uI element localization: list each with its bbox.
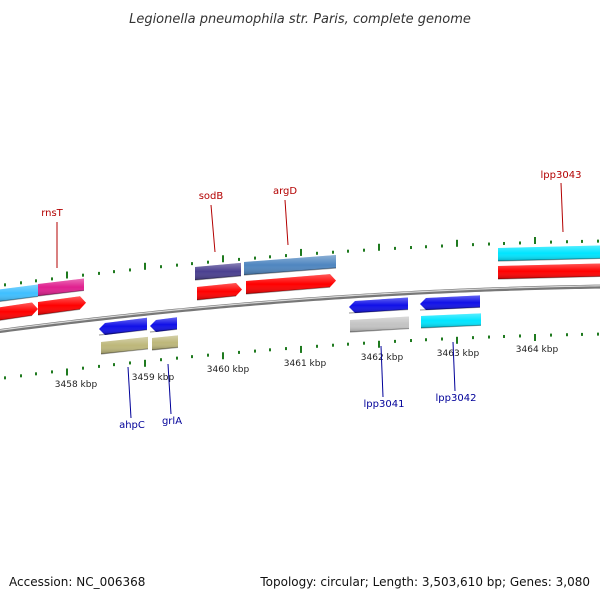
cds-arrow-red-shade: [0, 302, 38, 321]
feature-block-cyan-shade: [421, 313, 481, 328]
cds-arrow-red-shade: [246, 274, 336, 294]
feature-block-khaki-shade: [101, 336, 148, 354]
cds-arrow-red-edge: [196, 295, 237, 301]
cds-arrow-blue-edge: [419, 306, 481, 311]
gene-label-lpp3042: lpp3042: [436, 393, 477, 404]
leader-line-sodB: [210, 204, 216, 253]
feature-block-khaki-shade: [152, 335, 178, 350]
feature-block-lpp3043-top-edge: [497, 257, 600, 262]
feature-block-grey-edge: [349, 327, 410, 333]
feature-block-argd-top-shade: [244, 255, 336, 275]
leader-line-ahpC: [127, 366, 132, 419]
cds-arrow-red-shade: [498, 263, 600, 279]
gene-label-rnsT: rnsT: [41, 208, 63, 219]
feature-block-cyan-edge: [420, 324, 482, 329]
feature-block-sky-edge: [0, 295, 39, 302]
feature-block-argd-top-edge: [243, 267, 337, 276]
genome-backbone: [0, 284, 600, 334]
inner-tick-track: [4, 332, 599, 380]
gene-label-lpp3041: lpp3041: [364, 399, 405, 410]
scale-label: 3464 kbp: [516, 345, 559, 355]
scale-labels: 3458 kbp 3459 kbp 3460 kbp 3461 kbp 3462 kbp…: [55, 345, 559, 390]
gene-label-argD: argD: [273, 186, 297, 197]
feature-block-magenta-edge: [37, 289, 85, 297]
leader-line-argD: [284, 199, 289, 246]
cds-arrow-red-edge: [0, 314, 33, 321]
scale-label: 3463 kbp: [437, 349, 480, 359]
feature-block-khaki-edge: [100, 348, 149, 355]
scale-label: 3461 kbp: [284, 359, 327, 369]
feature-block-sodb-top-shade: [195, 262, 241, 280]
cds-arrow-blue-shade: [420, 295, 480, 310]
scale-label: 3462 kbp: [361, 353, 404, 363]
feature-track: [0, 245, 600, 355]
gene-label-sodB: sodB: [199, 191, 224, 202]
cds-arrow-red-shade: [38, 296, 86, 315]
cds-arrow-red-edge: [245, 286, 331, 295]
cds-arrow-red-edge: [497, 275, 600, 280]
leader-line-lpp3042: [452, 341, 456, 392]
cds-arrow-red-shade: [197, 282, 242, 300]
gene-labels: rnsT sodB argD lpp3043 ahpC grlA lpp3041 lpp304…: [41, 170, 581, 431]
leader-line-lpp3041: [380, 345, 384, 398]
cds-arrow-blue-edge: [98, 329, 148, 336]
scale-label: 3458 kbp: [55, 380, 98, 390]
cds-arrow-blue-edge: [149, 328, 178, 333]
leader-line-lpp3043: [560, 182, 564, 233]
feature-block-sodb-top-edge: [194, 275, 242, 281]
gene-label-grlA: grlA: [162, 416, 182, 427]
gene-label-ahpC: ahpC: [119, 420, 145, 431]
scale-label: 3459 kbp: [132, 373, 175, 383]
feature-block-magenta-shade: [38, 278, 84, 296]
cds-arrow-blue-shade: [150, 317, 177, 332]
genome-summary: Topology: circular; Length: 3,503,610 bp…: [259, 575, 590, 589]
cds-arrow-blue-shade: [99, 317, 147, 335]
feature-block-lpp3043-top-shade: [498, 245, 600, 261]
accession-label: Accession: NC_006368: [9, 575, 145, 589]
feature-block-khaki-edge: [151, 346, 179, 351]
map-title: Legionella pneumophila str. Paris, compl…: [129, 12, 471, 27]
cds-arrow-blue-shade: [349, 297, 408, 313]
gene-label-lpp3043: lpp3043: [541, 170, 582, 181]
feature-block-grey-shade: [350, 316, 409, 332]
leader-line-grlA: [167, 363, 172, 415]
feature-block-sky-shade: [0, 284, 38, 302]
outer-tick-track: [4, 237, 599, 287]
cds-arrow-blue-edge: [348, 308, 409, 314]
cds-arrow-red-edge: [37, 308, 81, 316]
genome-backbone-highlight: [0, 285, 600, 331]
scale-label: 3460 kbp: [207, 365, 250, 375]
